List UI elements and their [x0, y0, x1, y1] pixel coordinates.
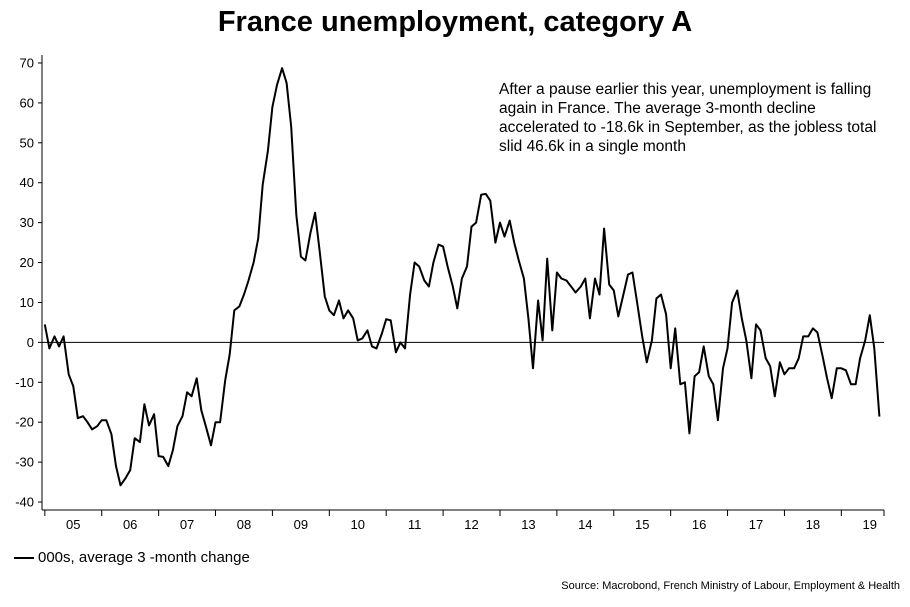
x-tick-label: 11: [408, 517, 422, 532]
x-tick-label: 07: [180, 517, 194, 532]
x-tick-label: 05: [66, 517, 80, 532]
x-tick-label: 08: [237, 517, 251, 532]
legend: 000s, average 3 -month change: [14, 549, 250, 566]
series-line: [43, 67, 881, 487]
legend-label: 000s, average 3 -month change: [38, 549, 250, 566]
chart-title: France unemployment, category A: [217, 6, 693, 38]
y-tick-label: -40: [15, 495, 34, 510]
series-layer: [43, 67, 881, 487]
x-tick-label: 15: [635, 517, 649, 532]
y-axis: 70 60 50 40 30 20 10 0 -10 -20 -30 -40: [15, 55, 42, 510]
x-tick-label: 14: [578, 517, 592, 532]
x-tick-label: 16: [692, 517, 706, 532]
y-tick-label: -20: [15, 415, 34, 430]
x-tick-label: 10: [351, 517, 365, 532]
chart-annotation: After a pause earlier this year, unemplo…: [499, 81, 877, 155]
x-tick-label: 06: [123, 517, 137, 532]
source-note: Source: Macrobond, French Ministry of La…: [561, 580, 900, 592]
y-tick-label: 0: [27, 335, 34, 350]
y-tick-label: 50: [20, 135, 34, 150]
y-tick-label: 70: [20, 55, 34, 70]
x-tick-label: 18: [806, 517, 820, 532]
x-tick-label: 12: [464, 517, 478, 532]
plot-frame: [41, 55, 884, 511]
x-tick-label: 17: [749, 517, 763, 532]
legend-swatch: [14, 556, 34, 559]
y-tick-label: 40: [20, 175, 34, 190]
x-axis: 05 06 07 08 09 10 11 12 13 14 15 16 17 18 19: [44, 510, 885, 532]
y-tick-label: -10: [15, 375, 34, 390]
x-tick-label: 09: [294, 517, 308, 532]
y-tick-label: 60: [20, 95, 34, 110]
y-tick-label: 10: [20, 295, 34, 310]
y-tick-label: -30: [15, 455, 34, 470]
x-tick-label: 19: [863, 517, 877, 532]
y-tick-label: 20: [20, 255, 34, 270]
y-tick-label: 30: [20, 215, 34, 230]
x-tick-label: 13: [521, 517, 535, 532]
